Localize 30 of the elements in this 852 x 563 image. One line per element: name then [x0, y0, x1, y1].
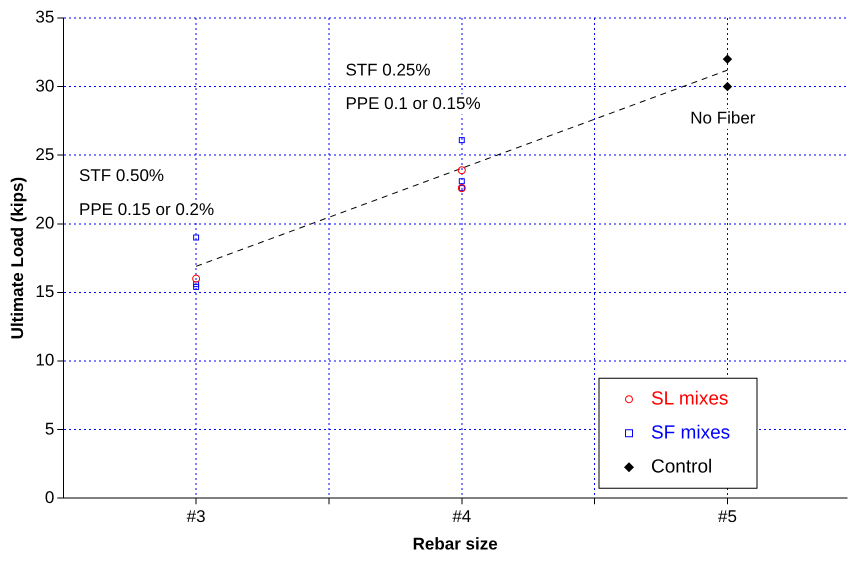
point: [458, 137, 465, 144]
point: [722, 54, 732, 64]
point: [193, 281, 200, 288]
y-tick-label: 20: [35, 213, 54, 232]
legend-label: Control: [651, 456, 712, 478]
y-tick-label: 10: [35, 350, 54, 370]
y-axis-title: Ultimate Load (kips): [8, 176, 27, 340]
point: [458, 178, 465, 184]
annotation: STF 0.50%: [78, 166, 164, 186]
point: [192, 274, 200, 283]
x-tick-label: #5: [718, 507, 737, 526]
legend-label: SF mixes: [651, 422, 730, 444]
point: [458, 166, 466, 174]
y-tick-label: 15: [35, 282, 54, 302]
y-tick-label: 35: [35, 8, 54, 27]
x-tick-label: #3: [186, 507, 206, 526]
y-tick-label: 25: [35, 144, 54, 164]
annotation: PPE 0.15 or 0.2%: [78, 200, 214, 219]
y-tick-label: 30: [35, 76, 54, 96]
y-tick-label: 5: [44, 419, 54, 438]
point: [722, 82, 732, 92]
y-tick-label: 0: [44, 488, 54, 507]
x-axis-title: Rebar size: [412, 534, 498, 554]
annotation: PPE 0.1 or 0.15%: [345, 94, 481, 114]
x-tick-label: #4: [452, 507, 472, 526]
annotation: STF 0.25%: [345, 60, 430, 80]
point: [193, 284, 200, 290]
legend-label: SL mixes: [651, 388, 728, 410]
point: [193, 234, 200, 240]
annotation: No Fiber: [690, 108, 756, 128]
